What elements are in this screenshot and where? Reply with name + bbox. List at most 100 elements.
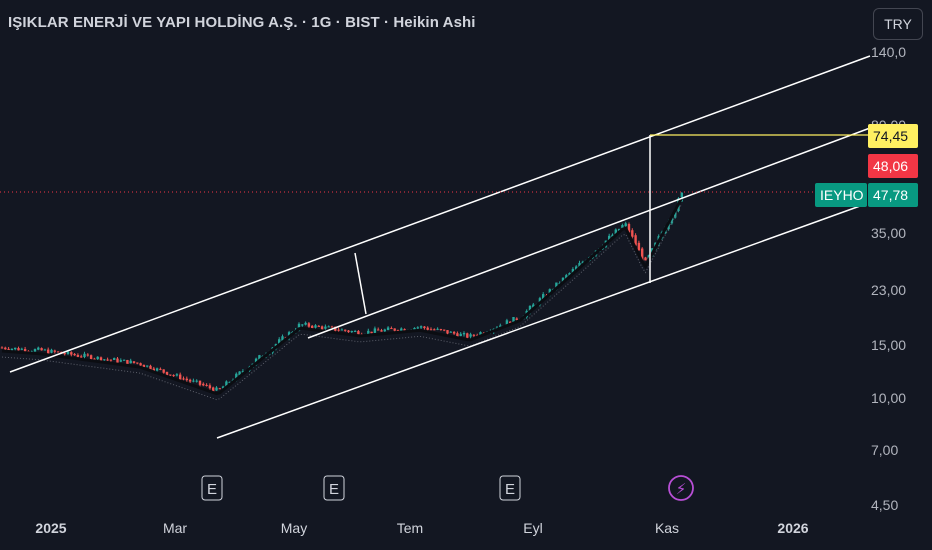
- candle-body: [571, 269, 575, 274]
- candle-body: [505, 320, 509, 326]
- symbol-label: IEYHO: [815, 183, 867, 207]
- candle-body: [512, 316, 515, 324]
- svg-text:E: E: [505, 481, 515, 498]
- candle-body: [175, 374, 179, 376]
- candle-body: [565, 275, 568, 280]
- earnings-event-icon[interactable]: E: [323, 475, 345, 501]
- channel-middle-line[interactable]: [307, 127, 871, 339]
- candle-body: [228, 381, 231, 383]
- candle-body: [33, 349, 37, 352]
- y-tick-label: 4,50: [871, 497, 898, 513]
- svg-text:⚡: ⚡: [676, 481, 687, 498]
- candle-body: [542, 294, 545, 300]
- candle-body: [43, 349, 47, 351]
- candle-body: [390, 328, 393, 330]
- candle-body: [472, 334, 476, 336]
- candle-body: [344, 329, 347, 331]
- candle-body: [456, 333, 459, 337]
- currency-button[interactable]: TRY: [873, 8, 923, 40]
- candle-body: [278, 339, 281, 346]
- candle-body: [63, 353, 66, 355]
- candle-body: [70, 352, 73, 355]
- candle-body: [608, 235, 611, 243]
- candle-body: [347, 330, 350, 333]
- candle-body: [330, 326, 334, 328]
- candle-body: [86, 354, 89, 356]
- candle-body: [159, 368, 162, 370]
- candle-body: [578, 262, 581, 268]
- earnings-event-icon[interactable]: E: [499, 475, 521, 501]
- candle-body: [443, 329, 446, 331]
- candle-body: [146, 365, 149, 367]
- dividend-event-icon[interactable]: ⚡: [668, 475, 694, 501]
- candle-body: [172, 375, 175, 377]
- candle-body: [185, 378, 188, 381]
- candle-body: [317, 325, 320, 327]
- candle-body: [106, 359, 109, 361]
- candle-body: [528, 305, 532, 313]
- channel-upper-line[interactable]: [9, 55, 871, 373]
- event-markers: E E E ⚡: [201, 475, 694, 501]
- earnings-event-icon[interactable]: E: [201, 475, 223, 501]
- candle-body: [304, 322, 307, 325]
- candle-body: [47, 349, 50, 354]
- candle-body: [235, 373, 238, 381]
- candle-body: [400, 328, 403, 332]
- candle-body: [637, 242, 641, 251]
- candle-body: [23, 348, 27, 352]
- moving-average-line: [1, 196, 684, 396]
- candle-body: [644, 257, 647, 261]
- candle-body: [139, 363, 142, 366]
- candle-body: [169, 374, 172, 376]
- candle-body: [532, 304, 535, 308]
- candle-body: [423, 326, 426, 328]
- candle-body: [17, 348, 20, 351]
- candle-body: [76, 354, 80, 357]
- moving-average-line: [1, 203, 683, 401]
- candle-body: [56, 351, 60, 353]
- candle-body: [195, 380, 198, 382]
- candle-body: [155, 368, 159, 371]
- x-tick-label: 2026: [777, 520, 808, 536]
- candle-body: [109, 359, 113, 361]
- candle-body: [188, 379, 192, 382]
- candle-body: [340, 329, 344, 331]
- candle-body: [80, 356, 83, 358]
- candle-body: [324, 326, 327, 329]
- candle-body: [621, 225, 624, 230]
- candle-body: [142, 364, 146, 368]
- candle-body: [614, 229, 617, 236]
- candle-body: [449, 331, 452, 333]
- candle-body: [208, 385, 212, 389]
- candle-body: [53, 350, 56, 352]
- candle-body: [179, 374, 182, 380]
- channel-lower-line[interactable]: [216, 205, 861, 439]
- candle-body: [152, 368, 155, 372]
- candle-body: [116, 358, 119, 363]
- channel-width-marker[interactable]: [354, 252, 367, 315]
- candle-body: [202, 383, 205, 386]
- candle-body: [611, 234, 614, 238]
- target-price-label: 74,45: [868, 124, 918, 148]
- candle-body: [136, 362, 139, 364]
- last-price-label: 47,78: [868, 183, 918, 207]
- candle-body: [103, 359, 106, 361]
- candle-body: [413, 327, 416, 330]
- candle-body: [37, 347, 40, 350]
- svg-text:E: E: [207, 481, 217, 498]
- candle-body: [680, 192, 683, 202]
- candle-body: [311, 325, 314, 329]
- candle-body: [221, 386, 225, 389]
- candle-body: [466, 333, 469, 338]
- drawings-layer: [0, 55, 871, 439]
- candles-layer: [0, 192, 684, 401]
- candle-body: [225, 381, 228, 387]
- candle-body: [238, 371, 241, 376]
- candle-body: [7, 348, 10, 351]
- candle-body: [386, 327, 390, 330]
- candle-body: [617, 228, 621, 231]
- candle-body: [631, 230, 634, 237]
- candle-body: [83, 353, 86, 357]
- x-tick-label: Mar: [163, 520, 187, 536]
